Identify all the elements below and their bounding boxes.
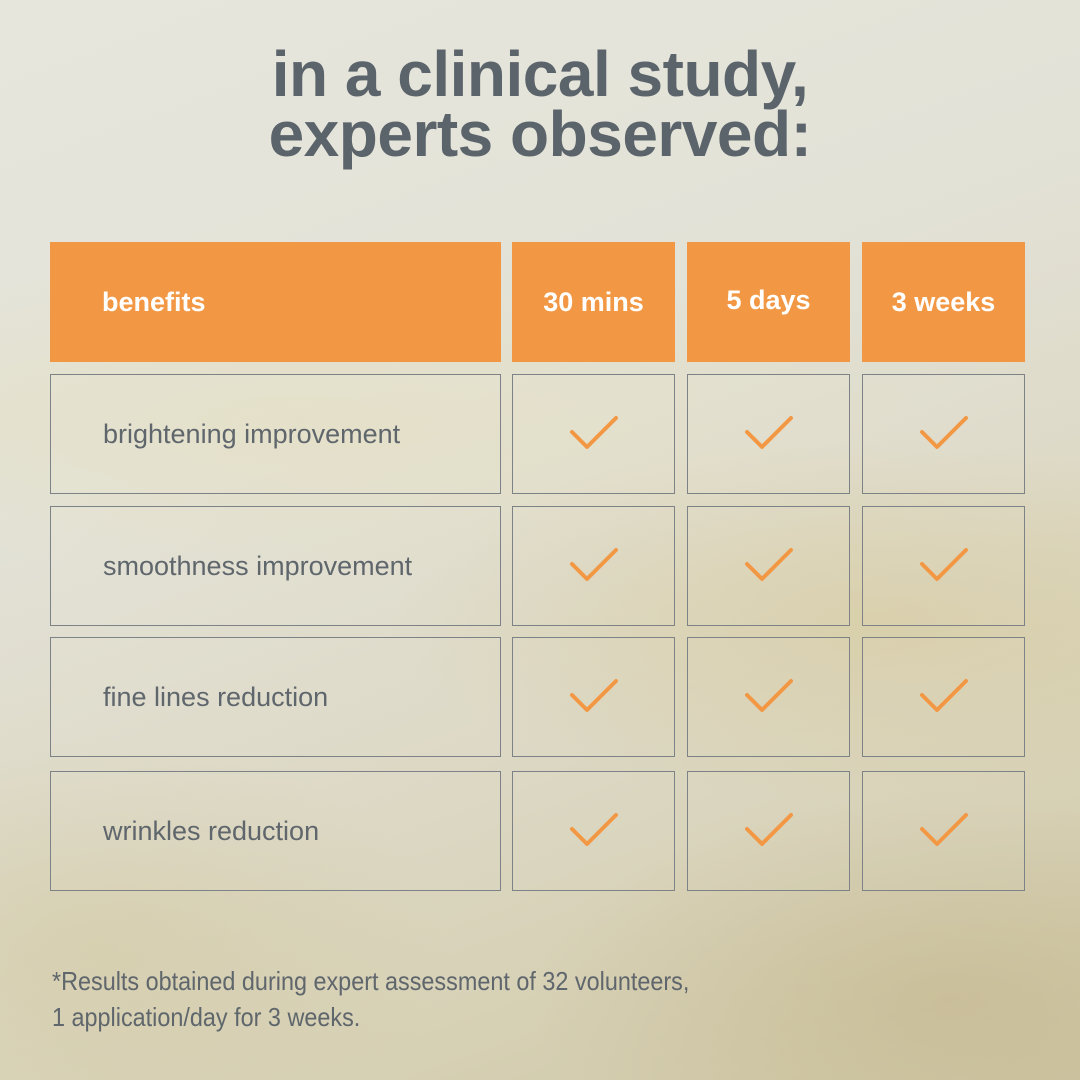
header-benefits: benefits: [50, 242, 501, 362]
check-cell: [687, 374, 850, 494]
row-label-text: brightening improvement: [103, 418, 401, 449]
row-label-fine-lines: fine lines reduction: [50, 637, 501, 757]
check-cell: [687, 506, 850, 626]
check-cell: [862, 506, 1025, 626]
checkmark-icon: [744, 813, 793, 846]
checkmark-icon: [569, 813, 618, 846]
header-5-days: 5 days: [687, 242, 850, 362]
checkmark-icon: [744, 416, 793, 449]
check-cell: [512, 771, 675, 891]
check-cell: [862, 374, 1025, 494]
checkmark-icon: [744, 679, 793, 712]
header-3-weeks-label: 3 weeks: [891, 286, 996, 317]
header-3-weeks: 3 weeks: [862, 242, 1025, 362]
checkmark-icon: [919, 679, 968, 712]
row-label-text: fine lines reduction: [103, 681, 329, 712]
row-label-text: wrinkles reduction: [103, 815, 320, 846]
checkmark-icon: [919, 813, 968, 846]
page-title: in a clinical study, experts observed:: [0, 38, 1080, 170]
check-cell: [862, 771, 1025, 891]
checkmark-icon: [744, 548, 793, 581]
checkmark-icon: [569, 548, 618, 581]
title-line-1: in a clinical study,: [271, 38, 809, 110]
check-cell: [512, 637, 675, 757]
check-cell: [687, 637, 850, 757]
row-label-smoothness: smoothness improvement: [50, 506, 501, 626]
header-30-mins-label: 30 mins: [543, 286, 644, 317]
header-5-days-label: 5 days: [726, 284, 811, 315]
checkmark-icon: [569, 416, 618, 449]
header-benefits-label: benefits: [102, 286, 206, 317]
row-label-wrinkles: wrinkles reduction: [50, 771, 501, 891]
check-cell: [862, 637, 1025, 757]
row-label-text: smoothness improvement: [103, 550, 413, 581]
footnote-line-1: *Results obtained during expert assessme…: [52, 966, 690, 996]
footnote: *Results obtained during expert assessme…: [52, 963, 862, 1035]
header-30-mins: 30 mins: [512, 242, 675, 362]
check-cell: [512, 506, 675, 626]
checkmark-icon: [919, 416, 968, 449]
row-label-brightening: brightening improvement: [50, 374, 501, 494]
check-cell: [512, 374, 675, 494]
title-line-2: experts observed:: [268, 98, 812, 170]
check-cell: [687, 771, 850, 891]
checkmark-icon: [569, 679, 618, 712]
footnote-line-2: 1 application/day for 3 weeks.: [52, 1002, 361, 1032]
checkmark-icon: [919, 548, 968, 581]
